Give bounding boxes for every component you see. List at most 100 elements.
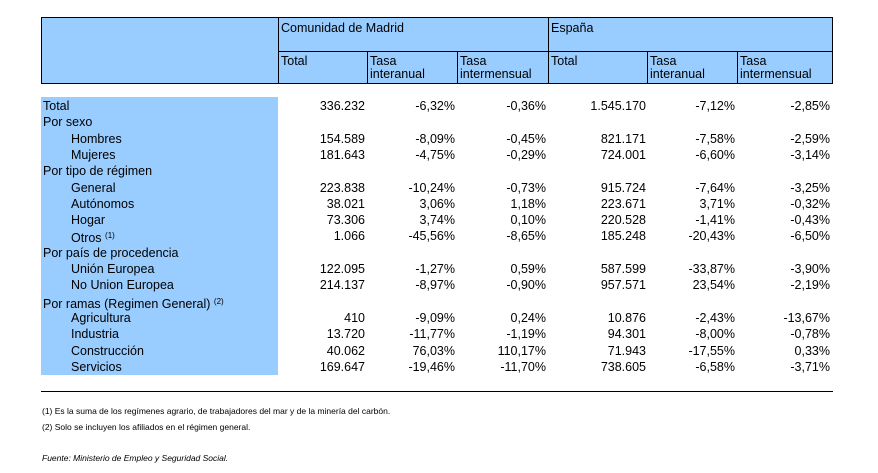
header-right-border: [832, 17, 833, 84]
table-cell: -8,09%: [415, 131, 455, 146]
header-bottom-rule: [41, 83, 833, 84]
row-label-text: Total: [43, 99, 70, 113]
header-left-border: [41, 17, 42, 84]
table-cell: -2,19%: [790, 278, 830, 293]
header-divider-madrid: [278, 17, 279, 84]
table-cell: 154.589: [319, 131, 365, 146]
row-label: Autónomos: [71, 196, 134, 212]
table-cell: 336.232: [319, 99, 365, 113]
table-cell: -0,43%: [790, 213, 830, 228]
table-cell: -2,59%: [790, 131, 830, 146]
group-header-madrid: Comunidad de Madrid: [281, 21, 404, 35]
table-cell: 821.171: [600, 131, 646, 146]
table-cell: -7,58%: [695, 131, 735, 146]
table-cell: -6,58%: [695, 359, 735, 374]
row-label-text: Agricultura: [71, 310, 131, 325]
row-label: No Union Europea: [71, 277, 174, 293]
row-label: Por ramas (Regimen General) (2): [43, 294, 224, 312]
table-cell: 3,06%: [419, 196, 455, 211]
table-cell: -3,14%: [790, 147, 830, 162]
table-cell: -45,56%: [408, 229, 455, 244]
row-label: Por sexo: [43, 114, 92, 130]
row-label-text: Servicios: [71, 359, 122, 374]
table-cell: -3,25%: [790, 180, 830, 195]
col-header-madrid-total: Total: [281, 54, 308, 68]
table-cell: -0,32%: [790, 196, 830, 211]
row-label-text: Industria: [71, 327, 119, 342]
table-bottom-rule: [41, 391, 833, 392]
row-label: Construcción: [71, 343, 144, 359]
table-cell: 214.137: [319, 278, 365, 293]
table-cell: 3,74%: [419, 213, 455, 228]
table-cell: -1,19%: [506, 327, 546, 342]
table-cell: -1,27%: [415, 262, 455, 276]
table-cell: -8,65%: [506, 229, 546, 244]
row-label: Servicios: [71, 359, 122, 375]
row-label-text: Hogar: [71, 213, 106, 228]
table-cell: 0,24%: [510, 310, 546, 325]
table-cell: -7,64%: [695, 180, 735, 195]
row-label: General: [71, 180, 115, 196]
table-cell: 23,54%: [692, 278, 735, 293]
table-cell: 38.021: [326, 196, 365, 211]
table-cell: 220.528: [600, 213, 646, 228]
row-label-text: Por tipo de régimen: [43, 164, 153, 179]
table-cell: 724.001: [600, 147, 646, 162]
row-label: Hombres: [71, 131, 122, 147]
row-label-text: Construcción: [71, 343, 144, 358]
table-cell: 1,18%: [510, 196, 546, 211]
table-cell: 223.838: [319, 180, 365, 195]
table-cell: -7,12%: [695, 99, 735, 113]
col-header-espana-total: Total: [551, 54, 578, 68]
row-label-text: Mujeres: [71, 147, 116, 162]
table-cell: -11,77%: [409, 327, 455, 342]
group-header-espana: España: [551, 21, 594, 35]
table-cell: -10,24%: [408, 180, 455, 195]
row-label-text: Por ramas (Regimen General): [43, 296, 211, 311]
table-cell: -17,55%: [688, 343, 735, 358]
row-label-text: Otros: [71, 231, 102, 246]
table-cell: -6,50%: [790, 229, 830, 244]
table-cell: 0,59%: [510, 262, 546, 276]
table-cell: 76,03%: [412, 343, 455, 358]
table-cell: -1,41%: [695, 213, 735, 228]
footnote-2: (2) Solo se incluyen los afiliados en el…: [42, 422, 251, 432]
col-header-espana-intermensual: Tasa intermensual: [740, 54, 812, 81]
header-mid-rule: [278, 51, 833, 52]
table-cell: -2,43%: [695, 310, 735, 325]
table-cell: 223.671: [600, 196, 646, 211]
table-cell: 185.248: [600, 229, 646, 244]
row-label-text: No Union Europea: [71, 278, 174, 293]
table-cell: 738.605: [600, 359, 646, 374]
row-label: Otros (1): [71, 228, 115, 246]
footnote-1: (1) Es la suma de los regímenes agrario,…: [42, 406, 391, 416]
table-cell: 1.066: [333, 229, 365, 244]
row-label: Agricultura: [71, 310, 131, 326]
table-cell: 957.571: [600, 278, 646, 293]
table-cell: -6,32%: [415, 99, 455, 113]
footnote-marker: (1): [105, 231, 115, 241]
row-label-text: Por sexo: [43, 115, 93, 130]
row-label: Total: [43, 98, 69, 114]
row-labels-background: [41, 97, 278, 375]
table-cell: -3,90%: [790, 262, 830, 276]
table-cell: -9,09%: [415, 310, 455, 325]
table-cell: 71.943: [607, 343, 646, 358]
header-top-rule: [41, 17, 833, 18]
row-label: Por país de procedencia: [43, 245, 179, 261]
table-cell: 10.876: [607, 310, 646, 325]
row-label-text: General: [71, 180, 116, 195]
table-cell: -19,46%: [408, 359, 455, 374]
row-label: Mujeres: [71, 147, 115, 163]
table-cell: -6,60%: [695, 147, 735, 162]
table-cell: -0,36%: [506, 99, 546, 113]
table-cell: -11,70%: [500, 359, 546, 374]
table-cell: 0,33%: [794, 343, 830, 358]
table-cell: 587.599: [600, 262, 646, 276]
table-cell: -8,00%: [695, 327, 735, 342]
header-divider-col5: [647, 51, 648, 84]
col-header-espana-interanual: Tasa interanual: [650, 54, 705, 81]
table-cell: -20,43%: [688, 229, 735, 244]
table-cell: 0,10%: [510, 213, 546, 228]
header-divider-col2: [367, 51, 368, 84]
